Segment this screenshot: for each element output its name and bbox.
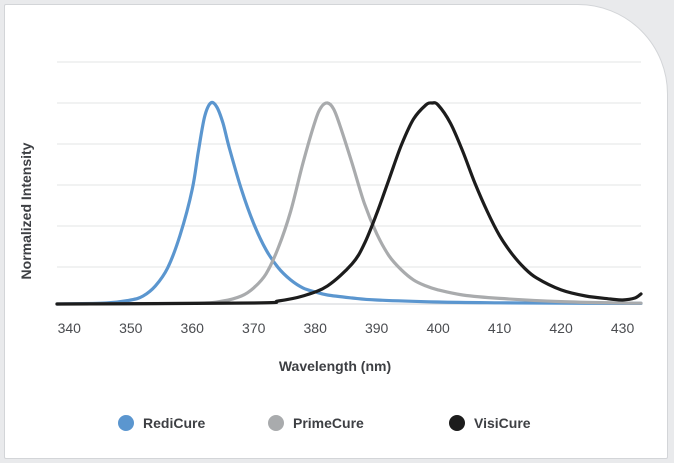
x-tick-label: 340	[58, 320, 82, 336]
gridlines	[57, 61, 641, 268]
y-axis-label: Normalized Intensity	[18, 142, 34, 279]
x-tick-label: 430	[611, 320, 635, 336]
legend: RediCure PrimeCure VisiCure	[118, 415, 531, 431]
legend-swatch-primecure	[268, 415, 284, 431]
legend-swatch-redicure	[118, 415, 134, 431]
legend-swatch-visicure	[449, 415, 465, 431]
x-tick-label: 370	[242, 320, 266, 336]
series-line-redicure	[55, 100, 643, 306]
chart-card: 340 350 360 370 380 390 400 410 420 430 Wavelengt…	[4, 4, 668, 459]
x-tick-label: 380	[304, 320, 328, 336]
x-tick-label: 400	[426, 320, 450, 336]
series-line-visicure	[55, 101, 643, 306]
x-tick-label: 420	[549, 320, 573, 336]
x-tick-labels: 340 350 360 370 380 390 400 410 420 430	[58, 320, 635, 336]
x-tick-label: 350	[119, 320, 143, 336]
series-lines	[55, 100, 643, 306]
series-line-primecure	[55, 101, 643, 306]
legend-label-visicure: VisiCure	[474, 415, 531, 431]
legend-label-redicure: RediCure	[143, 415, 205, 431]
x-tick-label: 410	[488, 320, 512, 336]
x-tick-label: 390	[365, 320, 389, 336]
x-tick-label: 360	[181, 320, 205, 336]
intensity-chart: 340 350 360 370 380 390 400 410 420 430 Wavelengt…	[18, 61, 643, 431]
legend-label-primecure: PrimeCure	[293, 415, 364, 431]
x-axis-label: Wavelength (nm)	[279, 358, 391, 374]
